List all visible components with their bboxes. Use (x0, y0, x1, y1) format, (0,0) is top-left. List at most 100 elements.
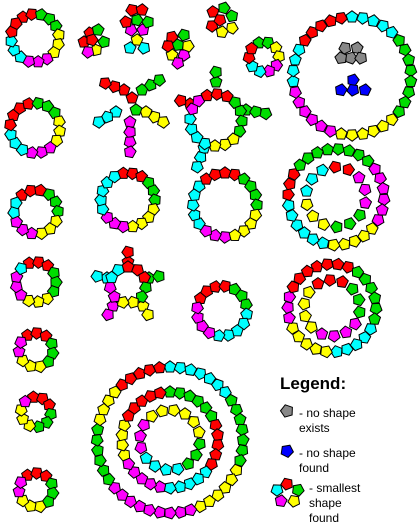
pentagon-tile (341, 260, 355, 274)
pentagon-tile (14, 336, 28, 350)
pentagon-tile (148, 460, 162, 473)
pentagon-tile (368, 291, 382, 305)
shape-star-3-core (103, 260, 152, 309)
pentagon-tile (300, 338, 314, 351)
pentagon-tile (327, 238, 341, 252)
pentagon-tile (91, 23, 105, 36)
pentagon-tile (367, 124, 381, 138)
pentagon-tile (139, 451, 153, 464)
pentagon-tile (96, 463, 110, 477)
pentagon-tile (358, 83, 372, 96)
pentagon-tile (274, 494, 288, 508)
pentagon-tile (345, 129, 359, 142)
pentagon-tile (131, 13, 144, 27)
pentagon-tile (14, 262, 28, 276)
pentagon-tile (9, 17, 23, 31)
pentagon-tile (111, 263, 125, 277)
pentagon-tile (282, 177, 296, 191)
pentagon-tile (292, 483, 305, 497)
pentagon-tile (198, 137, 212, 151)
pentagon-tile (336, 275, 349, 288)
pentagon-tile (171, 57, 185, 70)
pentagon-tile (329, 220, 343, 234)
pentagon-tile (187, 208, 201, 222)
pentagon-tile (49, 195, 63, 209)
pentagon-tile (362, 154, 375, 168)
pentagon-tile (90, 269, 103, 283)
pentagon-tile (190, 448, 203, 462)
pentagon-tile (345, 282, 359, 296)
pentagon-tile (349, 317, 362, 331)
pentagon-tile (323, 274, 337, 287)
pentagon-tile (226, 21, 239, 35)
shape-small-1 (77, 23, 110, 59)
pentagon-tile (187, 188, 201, 202)
pentagon-tile (132, 366, 146, 380)
pentagon-tile (352, 170, 366, 184)
pentagon-tile (354, 51, 367, 65)
pentagon-tile (356, 12, 370, 25)
pentagon-tile (352, 305, 366, 319)
shape-small-4 (205, 1, 239, 39)
pentagon-tile (211, 439, 225, 452)
pentagon-tile (282, 188, 295, 202)
pentagon-tile (229, 463, 243, 477)
pentagon-tile (288, 53, 302, 66)
pentagon-tile (173, 94, 187, 108)
pentagon-tile (124, 495, 138, 509)
pentagon-tile (353, 208, 366, 222)
pentagon-tile (306, 209, 320, 223)
pentagon-tile (320, 258, 334, 272)
pentagon-tile (134, 441, 148, 455)
pentagon-tile (349, 234, 362, 248)
pentagon-tile (164, 506, 177, 520)
pentagon-tile (124, 145, 137, 159)
pentagon-tile (51, 28, 65, 42)
pentagon-tile (301, 152, 315, 165)
pentagon-tile (335, 83, 348, 97)
pentagon-tile (334, 127, 348, 140)
pentagon-tile (316, 163, 330, 177)
pentagon-tile (186, 198, 200, 212)
pentagon-tile (342, 163, 356, 177)
pentagon-tile (345, 10, 359, 23)
pentagon-tile (124, 24, 138, 37)
pentagon-tile (286, 280, 300, 294)
no-shape-exists-marker-cluster (334, 41, 367, 65)
pentagon-tile (116, 438, 130, 452)
pentagon-tile (376, 181, 390, 195)
pentagon-tile (281, 301, 294, 314)
legend-no-shape-exists-label: - no shape exists (299, 406, 356, 435)
pentagon-tile (341, 342, 354, 356)
pentagon-tile (109, 105, 123, 118)
shape-ring-right-2 (281, 142, 391, 252)
pentagon-tile (184, 112, 197, 126)
shape-ring-huge-middle (115, 385, 225, 495)
pentagon-tile (7, 43, 21, 57)
pentagon-tile (344, 217, 357, 231)
pentagon-tile (108, 170, 122, 184)
pentagon-tile (163, 360, 177, 373)
shape-ring-huge-inner (134, 404, 206, 476)
pentagon-tile (173, 505, 187, 519)
pentagon-tile (321, 142, 335, 156)
pentagon-tile (124, 372, 138, 386)
pentagon-tile (292, 329, 306, 343)
shape-ring-small-5 (242, 36, 285, 79)
pentagon-tile (177, 28, 190, 42)
pentagon-tile (331, 257, 345, 271)
pentagon-tile (50, 19, 63, 33)
legend-title: Legend: (280, 374, 347, 393)
pentagon-tile (129, 103, 143, 116)
pentagon-tile (121, 409, 135, 422)
pentagon-tile (376, 19, 389, 33)
shape-ring-right-3-inner (297, 274, 366, 343)
pentagon-tile (50, 214, 63, 228)
shape-star-2-core (184, 88, 248, 152)
pentagon-tile (279, 404, 293, 418)
pentagon-tile (92, 116, 106, 129)
pentagon-tile (206, 5, 220, 18)
pentagon-tile (234, 104, 248, 118)
pentagon-tile (143, 78, 157, 92)
pentagon-tile (375, 203, 389, 216)
